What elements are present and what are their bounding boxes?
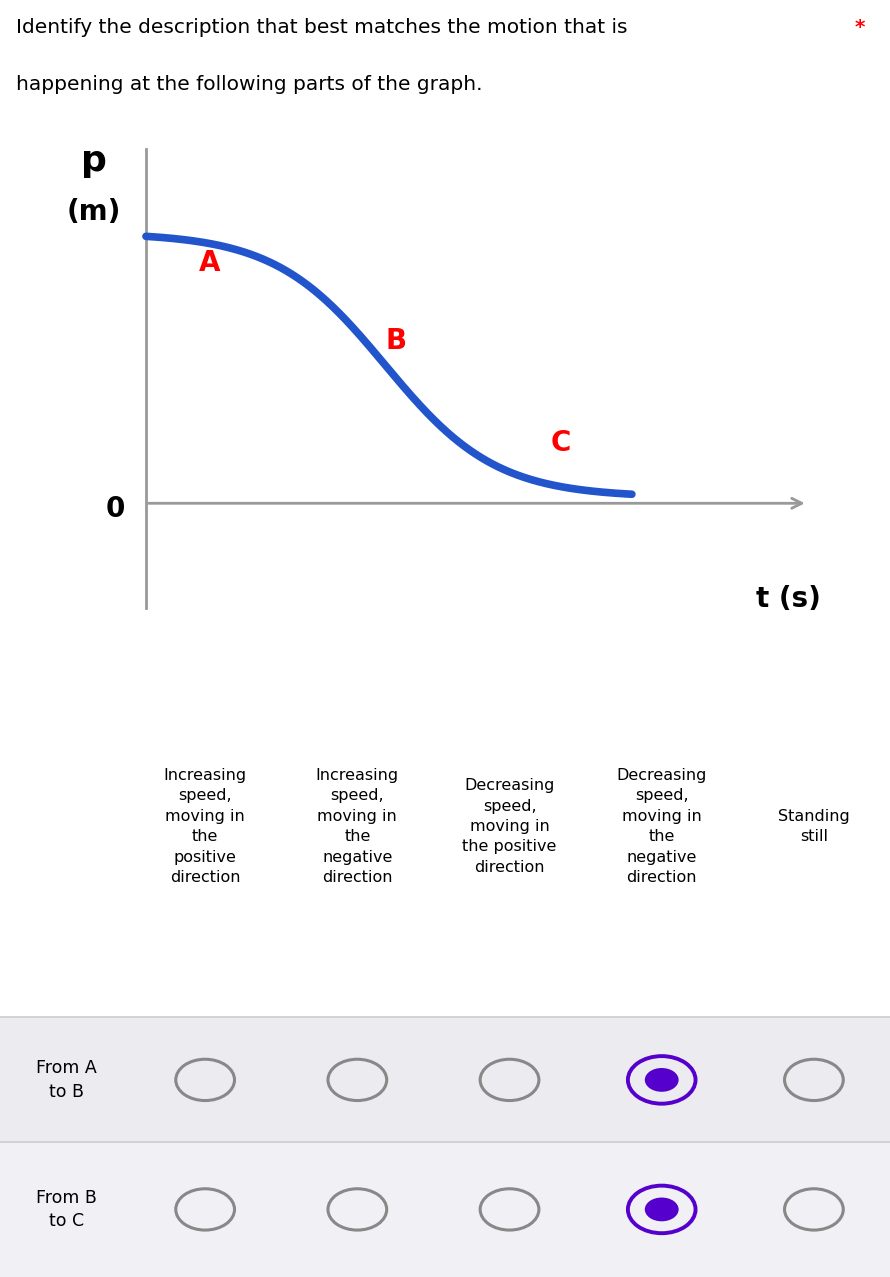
Text: From B
to C: From B to C xyxy=(36,1189,97,1230)
Circle shape xyxy=(644,1068,678,1092)
Text: 0: 0 xyxy=(106,495,125,524)
Text: A: A xyxy=(198,249,220,277)
Text: Standing
still: Standing still xyxy=(778,808,850,844)
Text: C: C xyxy=(551,429,571,457)
Text: Decreasing
speed,
moving in
the positive
direction: Decreasing speed, moving in the positive… xyxy=(462,778,557,875)
Text: Increasing
speed,
moving in
the
positive
direction: Increasing speed, moving in the positive… xyxy=(164,767,247,885)
Text: t (s): t (s) xyxy=(756,585,821,613)
Text: Increasing
speed,
moving in
the
negative
direction: Increasing speed, moving in the negative… xyxy=(316,767,399,885)
Circle shape xyxy=(644,1198,678,1221)
Text: Identify the description that best matches the motion that is: Identify the description that best match… xyxy=(16,18,627,37)
Text: B: B xyxy=(386,327,407,355)
Text: (m): (m) xyxy=(67,198,121,226)
Bar xyxy=(0,1143,890,1277)
Text: Decreasing
speed,
moving in
the
negative
direction: Decreasing speed, moving in the negative… xyxy=(617,767,707,885)
Bar xyxy=(0,1018,890,1143)
Text: happening at the following parts of the graph.: happening at the following parts of the … xyxy=(16,75,482,94)
Text: *: * xyxy=(854,18,865,37)
Text: p: p xyxy=(81,144,107,178)
Text: From A
to B: From A to B xyxy=(36,1059,97,1101)
